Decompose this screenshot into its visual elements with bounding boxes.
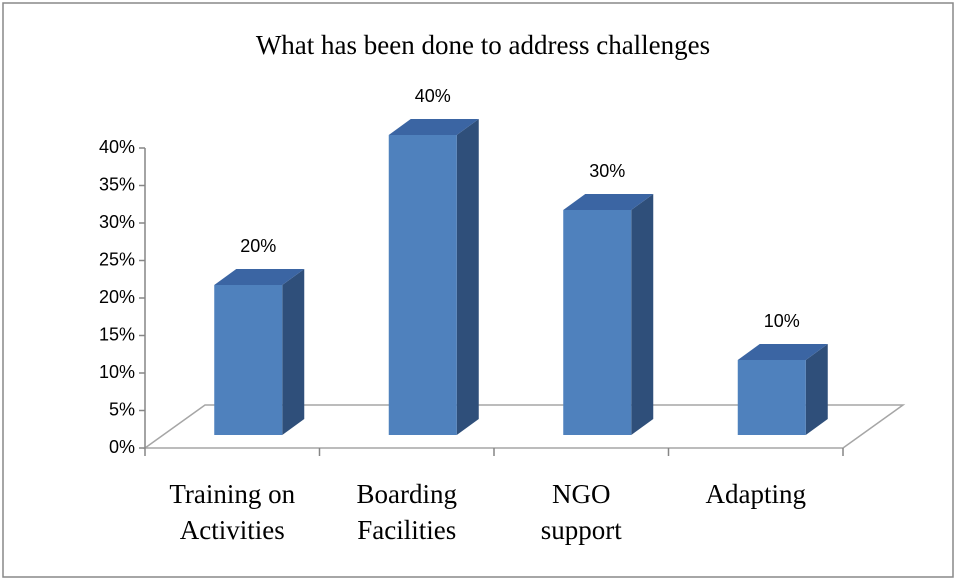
chart-title: What has been done to address challenges: [256, 30, 710, 60]
y-tick-label: 40%: [99, 137, 135, 157]
x-tick-label: Adapting: [706, 479, 807, 509]
bar: [737, 360, 806, 435]
bar: [214, 285, 283, 435]
y-tick-label: 15%: [99, 324, 135, 344]
bar-top: [388, 119, 479, 135]
value-label: 30%: [589, 161, 625, 181]
y-tick-label: 5%: [109, 399, 135, 419]
x-tick-label: support: [541, 515, 622, 545]
x-tick-label: NGO: [552, 479, 611, 509]
y-tick-label: 25%: [99, 249, 135, 269]
y-tick-label: 10%: [99, 362, 135, 382]
y-tick-label: 0%: [109, 437, 135, 457]
bar: [388, 135, 457, 435]
floor: [142, 404, 906, 449]
bar-top: [737, 344, 828, 360]
bar-top: [563, 194, 654, 210]
x-tick-label: Training on: [169, 479, 295, 509]
bar-side: [282, 269, 305, 435]
y-tick-label: 20%: [99, 287, 135, 307]
bar: [563, 210, 632, 435]
bar-side: [631, 194, 654, 435]
value-label: 20%: [240, 236, 276, 256]
x-tick-label: Facilities: [357, 515, 456, 545]
bar-side: [805, 344, 828, 435]
x-tick-label: Activities: [180, 515, 285, 545]
y-tick-label: 35%: [99, 174, 135, 194]
value-label: 10%: [764, 311, 800, 331]
y-tick-label: 30%: [99, 212, 135, 232]
bar-side: [456, 119, 479, 435]
x-tick-label: Boarding: [357, 479, 458, 509]
value-label: 40%: [415, 86, 451, 106]
bar-top: [214, 269, 305, 285]
